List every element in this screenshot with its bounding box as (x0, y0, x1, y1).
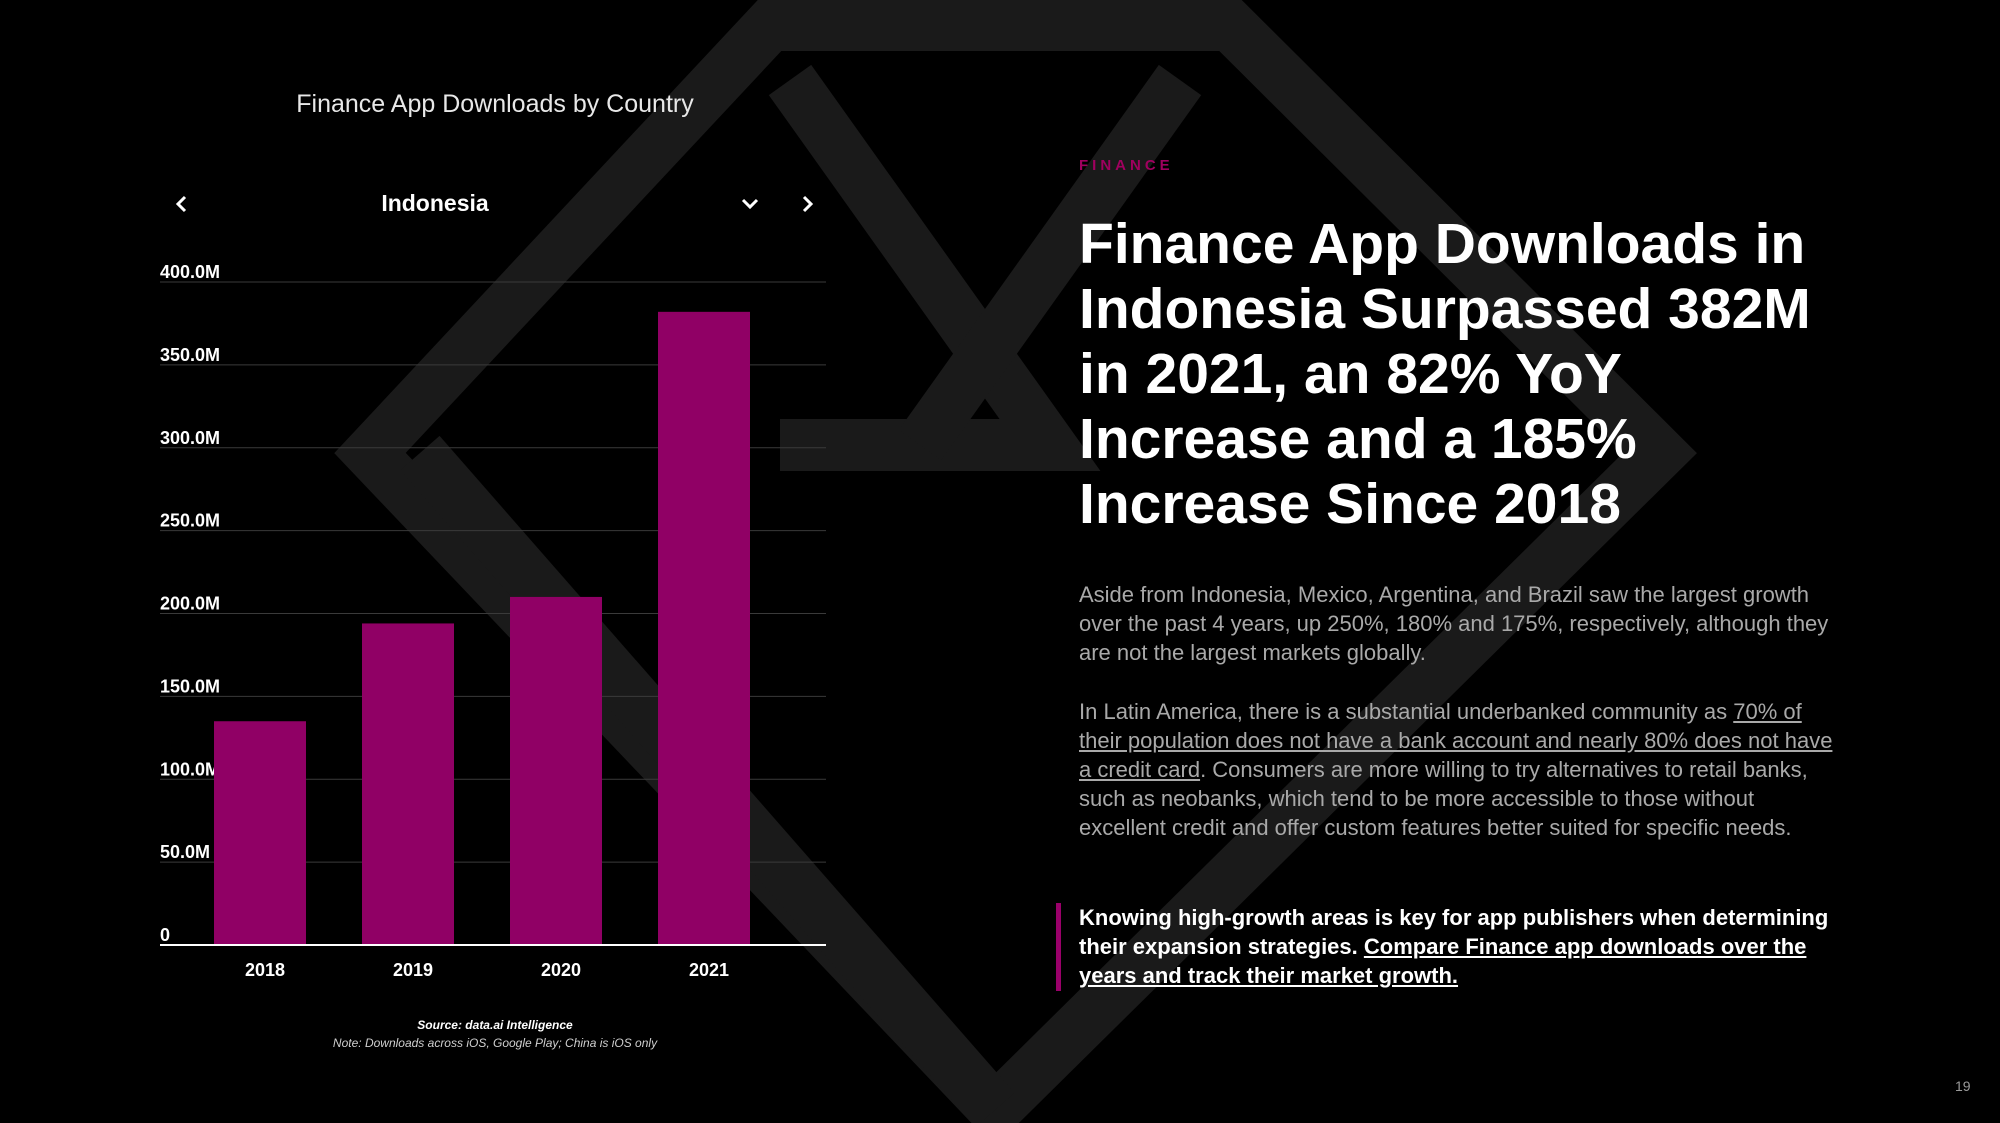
x-tick-label: 2018 (245, 960, 285, 980)
next-country-button[interactable] (785, 180, 829, 228)
paragraph-text: . Consumers are more willing to try alte… (1079, 757, 1808, 840)
paragraph-latin-america: In Latin America, there is a substantial… (1079, 697, 1839, 842)
compare-finance-downloads-link[interactable]: Compare Finance app downloads over the y… (1079, 934, 1807, 988)
chevron-right-icon (802, 195, 814, 213)
paragraph-growth: Aside from Indonesia, Mexico, Argentina,… (1079, 582, 1829, 665)
chart-note: Note: Downloads across iOS, Google Play;… (332, 1036, 658, 1050)
selected-country[interactable]: Indonesia (381, 190, 489, 216)
chart-source: Source: data.ai Intelligence (417, 1018, 573, 1032)
bar-chart: 0 50.0M 100.0M 150.0M 200.0M 250.0M 300.0M 350.… (160, 262, 826, 980)
headline: Finance App Downloads in Indonesia Surpa… (1079, 212, 1811, 536)
bar-2019 (362, 623, 454, 945)
bar-2021 (658, 311, 750, 946)
y-tick-label: 0 (160, 925, 170, 945)
y-tick-label: 300.0M (160, 428, 220, 448)
country-selector[interactable]: Indonesia (160, 180, 820, 228)
chevron-down-icon (741, 198, 759, 210)
bar-2018 (214, 721, 306, 945)
callout-accent-bar (1056, 903, 1061, 991)
country-dropdown-button[interactable] (728, 180, 772, 228)
chevron-left-icon (175, 195, 187, 213)
section-label: FINANCE (1079, 157, 1174, 174)
x-tick-label: 2020 (541, 960, 581, 980)
y-tick-label: 400.0M (160, 262, 220, 282)
y-tick-label: 200.0M (160, 594, 220, 614)
y-tick-label: 50.0M (160, 842, 210, 862)
y-tick-label: 100.0M (160, 759, 220, 779)
bar-2020 (510, 596, 602, 945)
paragraph-text: In Latin America, there is a substantial… (1079, 699, 1734, 724)
callout-text: Knowing high-growth areas is key for app… (1079, 903, 1839, 990)
underbanked-stat-link[interactable]: 70% of their population does not have a … (1079, 699, 1833, 782)
x-tick-label: 2019 (393, 960, 433, 980)
x-tick-label: 2021 (689, 960, 729, 980)
y-tick-label: 250.0M (160, 511, 220, 531)
previous-country-button[interactable] (160, 180, 204, 228)
callout-body: Knowing high-growth areas is key for app… (1079, 905, 1829, 959)
y-tick-label: 350.0M (160, 345, 220, 365)
y-tick-label: 150.0M (160, 676, 220, 696)
page-number: 19 (1955, 1078, 1971, 1094)
chart-title: Finance App Downloads by Country (296, 90, 694, 118)
